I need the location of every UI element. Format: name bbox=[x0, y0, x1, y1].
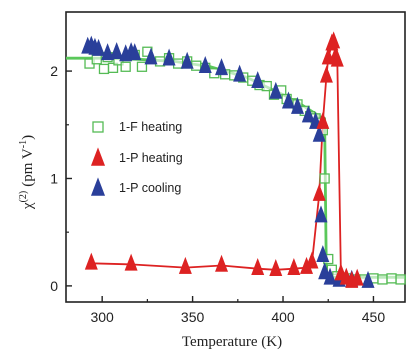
legend-label-0: 1-F heating bbox=[119, 120, 182, 134]
x-axis-label: Temperature (K) bbox=[182, 334, 282, 350]
y-axis-label-unit-open: (pm V bbox=[20, 148, 36, 187]
point-1-P-heating bbox=[178, 256, 192, 274]
point-1-P-cooling bbox=[312, 124, 326, 142]
y-tick-label: 1 bbox=[50, 170, 58, 186]
y-axis-label: χ(2) (pm V-1) bbox=[18, 135, 36, 210]
point-1-P-heating bbox=[287, 257, 301, 275]
point-1-P-cooling bbox=[162, 48, 176, 66]
point-1-F-heating bbox=[172, 58, 184, 69]
point-1-P-heating bbox=[215, 254, 229, 272]
plot-border bbox=[65, 11, 406, 303]
point-1-P-heating bbox=[305, 251, 319, 269]
y-axis-label-unit-exp: -1 bbox=[18, 140, 29, 148]
legend-marker-0 bbox=[92, 121, 104, 133]
point-1-P-cooling bbox=[198, 56, 212, 74]
legend-label-1: 1-P heating bbox=[119, 151, 183, 165]
x-tick-label: 300 bbox=[90, 309, 114, 325]
point-1-F-heating bbox=[386, 273, 397, 284]
point-1-F-heating bbox=[395, 274, 406, 285]
point-1-P-cooling bbox=[233, 64, 247, 82]
point-1-P-cooling bbox=[180, 51, 194, 69]
y-axis-ticks: 0 1 2 bbox=[50, 63, 72, 294]
point-1-F-heating bbox=[98, 63, 110, 75]
point-1-P-cooling bbox=[323, 267, 337, 285]
point-1-P-cooling bbox=[110, 42, 124, 60]
point-1-P-heating bbox=[251, 257, 265, 275]
y-axis-label-unit-close: ) bbox=[20, 135, 36, 140]
point-1-P-cooling bbox=[281, 91, 295, 109]
point-1-F-heating bbox=[261, 80, 272, 92]
y-axis-label-sup: (2) bbox=[18, 191, 29, 203]
point-1-P-cooling bbox=[92, 38, 106, 56]
point-1-P-heating bbox=[124, 253, 138, 271]
point-1-P-heating bbox=[330, 49, 344, 67]
point-1-P-cooling bbox=[128, 43, 142, 61]
legend-label-2: 1-P cooling bbox=[119, 181, 181, 195]
point-1-F-heating bbox=[91, 54, 102, 65]
point-1-F-heating bbox=[191, 60, 202, 71]
point-1-P-cooling bbox=[251, 71, 265, 89]
y-tick-label: 0 bbox=[50, 278, 58, 294]
point-1-F-heating bbox=[107, 62, 119, 74]
point-1-F-heating bbox=[136, 61, 148, 72]
point-1-P-cooling bbox=[269, 81, 283, 99]
point-1-P-heating bbox=[312, 183, 326, 201]
y-axis-label-chi: χ bbox=[20, 202, 36, 210]
y-tick-label: 2 bbox=[50, 63, 58, 79]
data-markers bbox=[81, 31, 406, 288]
point-1-P-heating bbox=[327, 31, 341, 49]
point-1-P-cooling bbox=[144, 47, 158, 65]
x-tick-label: 400 bbox=[271, 309, 295, 325]
plot-frame bbox=[65, 11, 406, 303]
fit-line-1-F bbox=[66, 56, 406, 279]
point-1-P-heating bbox=[269, 259, 283, 277]
x-axis-ticks: 300 350 400 450 bbox=[90, 296, 385, 325]
point-1-P-heating bbox=[316, 111, 330, 129]
point-1-P-cooling bbox=[215, 58, 229, 76]
x-tick-label: 450 bbox=[362, 309, 386, 325]
point-1-P-heating bbox=[84, 252, 98, 270]
point-1-P-cooling bbox=[361, 270, 375, 288]
legend-marker-2 bbox=[90, 177, 106, 196]
point-1-P-cooling bbox=[301, 105, 315, 123]
point-1-P-cooling bbox=[101, 43, 115, 61]
point-1-F-heating bbox=[120, 61, 131, 72]
legend-marker-1 bbox=[90, 147, 106, 166]
point-1-P-heating bbox=[319, 65, 333, 83]
point-1-P-cooling bbox=[316, 245, 330, 263]
point-1-P-cooling bbox=[291, 96, 304, 114]
point-1-F-heating bbox=[377, 274, 388, 285]
point-1-P-cooling bbox=[314, 205, 328, 223]
point-1-F-heating bbox=[319, 173, 330, 184]
legend: 1-F heating 1-P heating 1-P cooling bbox=[90, 120, 183, 196]
point-1-P-heating bbox=[350, 268, 364, 286]
x-tick-label: 350 bbox=[181, 309, 205, 325]
